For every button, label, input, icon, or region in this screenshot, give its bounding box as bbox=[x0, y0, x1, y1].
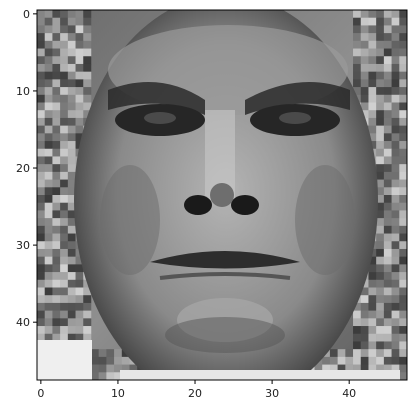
y-axis: 0 10 20 30 40 bbox=[16, 8, 37, 329]
y-tick-label: 0 bbox=[23, 8, 30, 21]
x-tick-label: 0 bbox=[37, 387, 44, 400]
plot-frame bbox=[36, 9, 408, 381]
x-tick-label: 10 bbox=[111, 387, 125, 400]
x-axis: 0 10 20 30 40 bbox=[37, 380, 356, 400]
y-tick-label: 20 bbox=[16, 162, 30, 175]
y-tick-label: 40 bbox=[16, 316, 30, 329]
x-tick-label: 40 bbox=[342, 387, 356, 400]
x-tick-label: 30 bbox=[265, 387, 279, 400]
y-tick-label: 30 bbox=[16, 239, 30, 252]
x-tick-label: 20 bbox=[188, 387, 202, 400]
y-tick-label: 10 bbox=[16, 85, 30, 98]
face-image bbox=[37, 10, 407, 380]
